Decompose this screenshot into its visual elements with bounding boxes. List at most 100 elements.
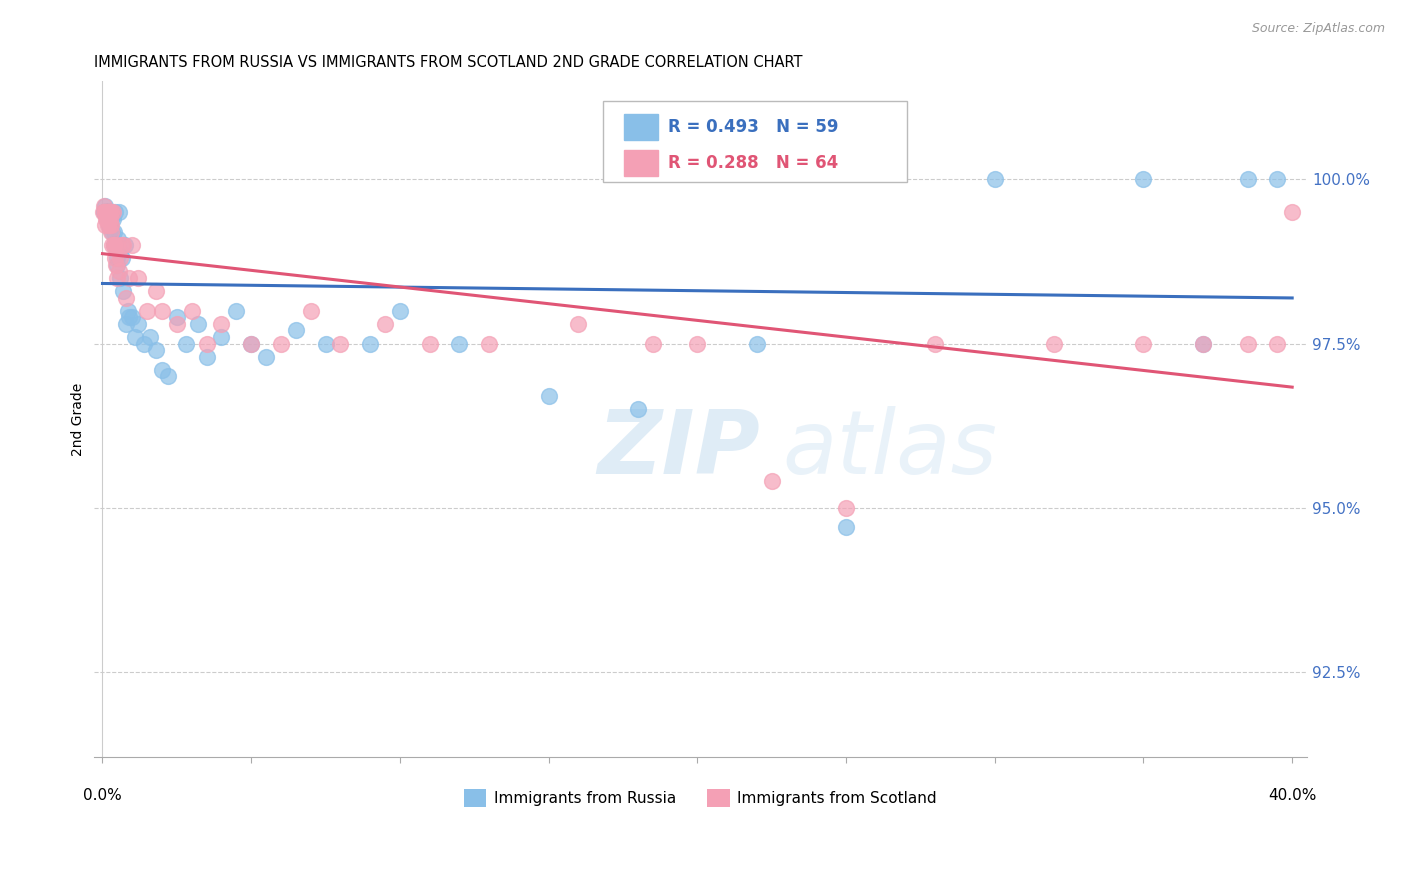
Point xyxy=(145,284,167,298)
Point xyxy=(108,205,131,219)
Point xyxy=(101,238,124,252)
Point xyxy=(93,199,115,213)
Bar xyxy=(624,150,658,176)
Point xyxy=(359,336,381,351)
Point xyxy=(97,211,120,226)
Point xyxy=(94,199,117,213)
Point xyxy=(166,310,188,325)
Point xyxy=(98,205,121,219)
Point xyxy=(180,303,202,318)
Point xyxy=(1132,336,1154,351)
Point xyxy=(100,211,122,226)
Point xyxy=(107,231,129,245)
Text: 40.0%: 40.0% xyxy=(1268,788,1316,803)
Point xyxy=(118,310,141,325)
Point xyxy=(96,211,118,226)
Point xyxy=(537,389,560,403)
Point xyxy=(100,205,122,219)
Point xyxy=(105,251,128,265)
Point xyxy=(97,205,120,219)
Point xyxy=(110,251,132,265)
Point xyxy=(835,500,858,515)
Point xyxy=(97,219,120,233)
Point xyxy=(96,205,118,219)
Point xyxy=(100,205,122,219)
Point xyxy=(94,205,117,219)
Point xyxy=(94,205,117,219)
Point xyxy=(98,219,121,233)
Point xyxy=(101,211,124,226)
Point xyxy=(329,336,352,351)
Point xyxy=(924,336,946,351)
Point xyxy=(145,343,167,357)
Point xyxy=(104,238,127,252)
Point xyxy=(103,238,125,252)
Bar xyxy=(624,114,658,140)
Point xyxy=(93,205,115,219)
Point xyxy=(103,225,125,239)
Point xyxy=(98,205,121,219)
Text: Source: ZipAtlas.com: Source: ZipAtlas.com xyxy=(1251,22,1385,36)
Point xyxy=(761,475,783,489)
Point xyxy=(97,211,120,226)
Point xyxy=(211,317,233,331)
Point xyxy=(127,317,149,331)
Point xyxy=(98,219,121,233)
Legend: Immigrants from Russia, Immigrants from Scotland: Immigrants from Russia, Immigrants from … xyxy=(457,782,943,814)
Text: R = 0.288   N = 64: R = 0.288 N = 64 xyxy=(668,153,838,171)
Point xyxy=(195,350,218,364)
Point xyxy=(111,238,134,252)
FancyBboxPatch shape xyxy=(603,102,907,183)
Point xyxy=(98,211,121,226)
Point xyxy=(1265,336,1288,351)
Text: 0.0%: 0.0% xyxy=(83,788,122,803)
Point xyxy=(299,303,322,318)
Point xyxy=(150,363,173,377)
Point xyxy=(984,172,1007,186)
Point xyxy=(110,244,132,259)
Text: atlas: atlas xyxy=(783,407,998,492)
Point xyxy=(124,330,146,344)
Point xyxy=(641,336,664,351)
Point xyxy=(174,336,197,351)
Point xyxy=(1236,172,1258,186)
Point xyxy=(1192,336,1215,351)
Point xyxy=(97,205,120,219)
Point xyxy=(270,336,292,351)
Point xyxy=(195,336,218,351)
Point xyxy=(374,317,396,331)
Point xyxy=(114,238,136,252)
Point xyxy=(1236,336,1258,351)
Point xyxy=(104,258,127,272)
Point xyxy=(108,264,131,278)
Point xyxy=(108,271,131,285)
Point xyxy=(240,336,263,351)
Point xyxy=(478,336,501,351)
Point xyxy=(121,238,143,252)
Point xyxy=(111,251,134,265)
Point xyxy=(567,317,589,331)
Point xyxy=(156,369,179,384)
Point xyxy=(104,251,127,265)
Point xyxy=(134,336,156,351)
Point xyxy=(1281,205,1303,219)
Point xyxy=(96,205,118,219)
Point xyxy=(98,219,121,233)
Point xyxy=(94,205,117,219)
Point xyxy=(240,336,263,351)
Text: R = 0.493   N = 59: R = 0.493 N = 59 xyxy=(668,118,838,136)
Point xyxy=(1192,336,1215,351)
Point xyxy=(1132,172,1154,186)
Point xyxy=(112,284,135,298)
Point xyxy=(419,336,441,351)
Point xyxy=(100,225,122,239)
Text: IMMIGRANTS FROM RUSSIA VS IMMIGRANTS FROM SCOTLAND 2ND GRADE CORRELATION CHART: IMMIGRANTS FROM RUSSIA VS IMMIGRANTS FRO… xyxy=(94,55,801,70)
Point xyxy=(449,336,471,351)
Point xyxy=(104,205,127,219)
Point xyxy=(101,225,124,239)
Point xyxy=(105,258,128,272)
Point xyxy=(94,219,117,233)
Point xyxy=(96,211,118,226)
Y-axis label: 2nd Grade: 2nd Grade xyxy=(72,383,86,456)
Point xyxy=(1043,336,1066,351)
